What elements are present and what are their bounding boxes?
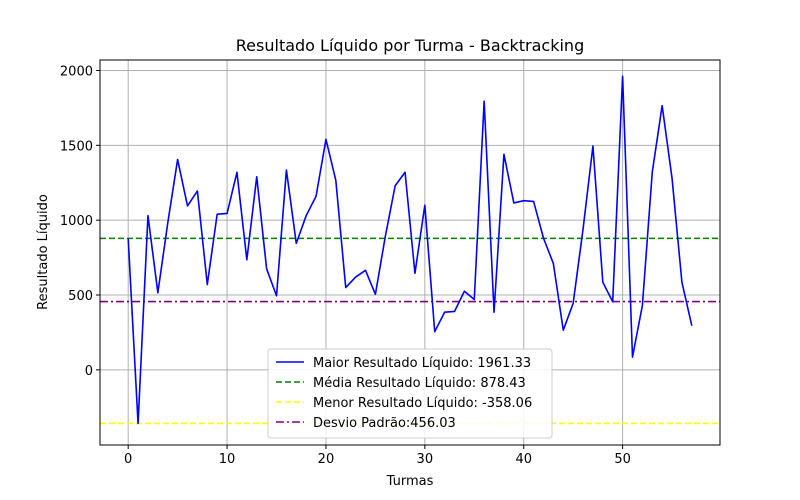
y-tick-label: 1500 <box>60 139 93 154</box>
legend-box <box>267 348 553 439</box>
x-tick-label: 40 <box>515 452 532 467</box>
legend-label: Desvio Padrão:456.03 <box>313 416 456 431</box>
y-tick-label: 1000 <box>60 214 93 229</box>
legend-label: Maior Resultado Líquido: 1961.33 <box>313 356 531 371</box>
legend: Maior Resultado Líquido: 1961.33 Média Re… <box>267 348 553 439</box>
y-tick-label: 500 <box>68 289 93 304</box>
legend-label: Menor Resultado Líquido: -358.06 <box>313 396 532 411</box>
x-tick-label: 30 <box>417 452 434 467</box>
y-tick-label: 0 <box>85 364 93 379</box>
x-tick-label: 10 <box>219 452 236 467</box>
y-axis-label: Resultado Líquido <box>36 194 51 310</box>
x-axis-label: Turmas <box>386 474 434 489</box>
x-tick-label: 50 <box>614 452 631 467</box>
series-line-maior-resultado <box>127 75 693 425</box>
x-tick-label: 0 <box>124 452 132 467</box>
y-tick-label: 2000 <box>60 64 93 79</box>
legend-label: Média Resultado Líquido: 878.43 <box>313 376 526 391</box>
chart-title: Resultado Líquido por Turma - Backtracki… <box>236 36 584 55</box>
series <box>127 75 693 425</box>
plot-frame <box>99 59 721 446</box>
x-tick-label: 20 <box>318 452 335 467</box>
x-ticks: 0 10 20 30 40 50 <box>124 445 631 467</box>
y-ticks: 0 500 1000 1500 2000 <box>60 64 100 379</box>
